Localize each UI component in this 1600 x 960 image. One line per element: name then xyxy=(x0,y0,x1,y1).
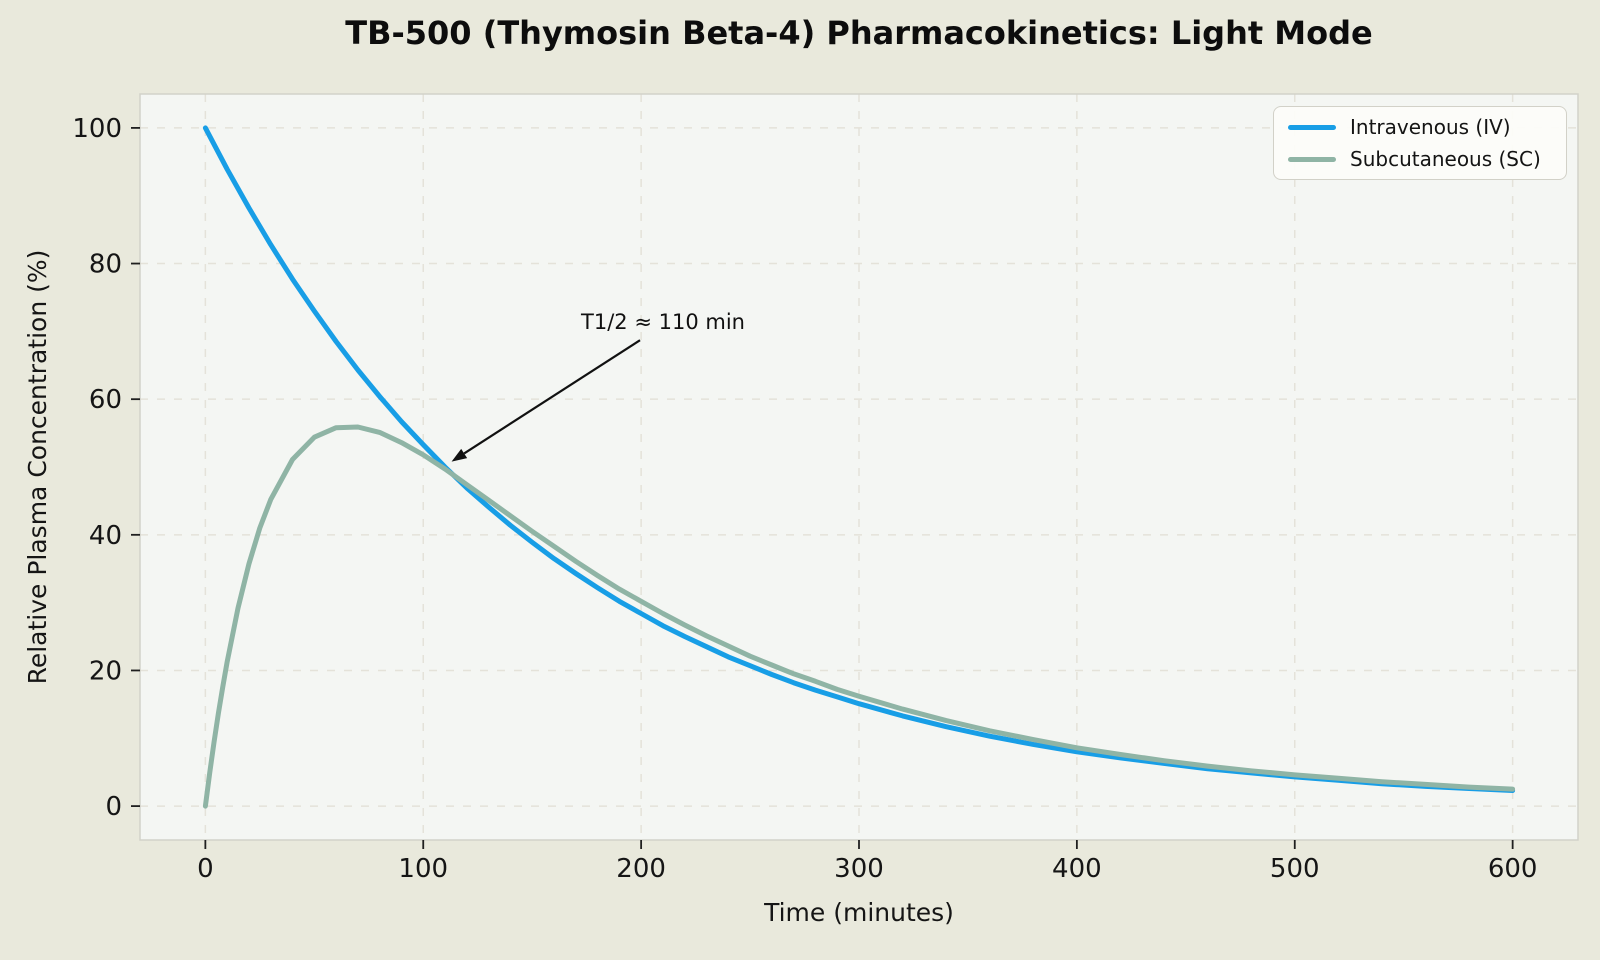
y-axis-label: Relative Plasma Concentration (%) xyxy=(23,249,52,685)
annotation-arrow-line xyxy=(463,339,641,455)
x-tick-label-600: 600 xyxy=(1488,854,1538,884)
x-tick-label-400: 400 xyxy=(1052,854,1102,884)
y-tick-label-40: 40 xyxy=(89,521,122,551)
y-tick-labels: 0 20 40 60 80 100 xyxy=(72,114,122,822)
sc-curve xyxy=(202,424,1516,809)
data-curves xyxy=(202,125,1516,809)
legend-label-sc: Subcutaneous (SC) xyxy=(1350,147,1541,171)
x-tick-label-300: 300 xyxy=(834,854,884,884)
y-tick-label-60: 60 xyxy=(89,385,122,415)
legend-entry-sc: Subcutaneous (SC) xyxy=(1288,147,1552,171)
legend: Intravenous (IV) Subcutaneous (SC) xyxy=(1273,106,1567,180)
iv-curve xyxy=(202,125,1516,793)
x-tick-label-100: 100 xyxy=(398,854,448,884)
annotation-text: T1/2 ≈ 110 min xyxy=(580,310,745,334)
sc-line-swatch-icon xyxy=(1288,156,1336,162)
gridlines xyxy=(140,94,1578,840)
tick-marks xyxy=(131,127,1514,849)
y-tick-label-100: 100 xyxy=(72,114,122,144)
y-tick-label-20: 20 xyxy=(89,656,122,686)
annotation-arrowhead-icon xyxy=(451,448,468,462)
x-tick-label-0: 0 xyxy=(197,854,214,884)
x-axis-label: Time (minutes) xyxy=(764,898,954,927)
legend-label-iv: Intravenous (IV) xyxy=(1350,115,1511,139)
chart-title: TB-500 (Thymosin Beta-4) Pharmacokinetic… xyxy=(345,14,1373,52)
x-tick-label-200: 200 xyxy=(616,854,666,884)
y-tick-label-0: 0 xyxy=(105,792,122,822)
legend-entry-iv: Intravenous (IV) xyxy=(1288,115,1552,139)
iv-line-swatch-icon xyxy=(1288,124,1336,130)
x-tick-labels: 0 100 200 300 400 500 600 xyxy=(197,854,1537,884)
y-tick-label-80: 80 xyxy=(89,250,122,280)
x-tick-label-500: 500 xyxy=(1270,854,1320,884)
half-life-annotation: T1/2 ≈ 110 min xyxy=(451,310,745,462)
